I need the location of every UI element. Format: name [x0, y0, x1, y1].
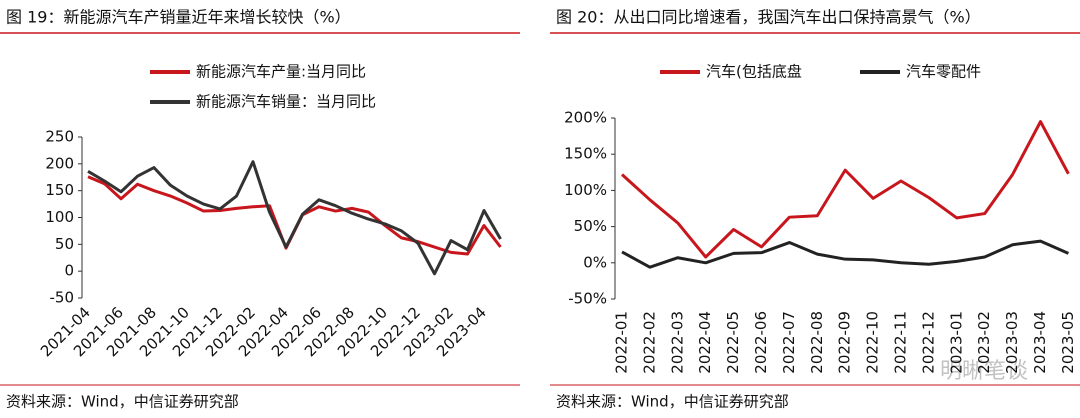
series-line: [620, 120, 1070, 259]
series-line: [87, 175, 502, 256]
x-tick-label: 2023-01: [947, 311, 965, 374]
x-tick-label: 2022-10: [864, 311, 882, 374]
y-tick-label: 200: [45, 154, 74, 172]
x-tick-label: 2022-04: [696, 311, 714, 374]
y-tick-label: 100: [45, 208, 74, 226]
legend-label: 新能源汽车产量:当月同比: [196, 63, 366, 81]
x-tick-label: 2023-03: [1003, 311, 1021, 374]
chart-title: 图 20：从出口同比增速看，我国汽车出口保持高景气（%）: [556, 8, 981, 27]
chart-title: 图 19：新能源汽车产销量近年来增长较快（%）: [6, 8, 351, 27]
series-line: [87, 160, 502, 276]
y-tick-label: 250: [45, 128, 74, 146]
x-tick-label: 2022-06: [752, 311, 770, 374]
y-tick-label: -50: [50, 289, 75, 307]
watermark: 明晰笔谈: [940, 359, 1028, 384]
x-tick-label: 2022-02: [640, 311, 658, 374]
legend-label: 汽车零配件: [906, 63, 981, 81]
x-tick-label: 2022-03: [668, 311, 686, 374]
x-tick-label: 2022-05: [724, 311, 742, 374]
y-tick-label: 50%: [574, 217, 607, 235]
y-tick-label: -50%: [568, 290, 607, 308]
y-tick-label: 200%: [564, 109, 607, 127]
source: 资料来源：Wind，中信证券研究部: [6, 393, 239, 411]
legend-label: 新能源汽车销量：当月同比: [196, 93, 376, 111]
x-tick-label: 2022-09: [836, 311, 854, 374]
series-line: [621, 239, 1070, 269]
x-tick-label: 2022-01: [613, 311, 631, 374]
y-tick-label: 150: [45, 181, 74, 199]
y-tick-label: 50: [55, 235, 74, 253]
x-tick-label: 2022-08: [808, 311, 826, 374]
x-tick-label: 2022-12: [919, 311, 937, 374]
y-tick-label: 0: [64, 262, 74, 280]
x-tick-label: 2022-07: [780, 311, 798, 374]
y-tick-label: 150%: [564, 145, 607, 163]
x-tick-label: 2022-11: [892, 311, 910, 374]
legend-label: 汽车(包括底盘: [706, 63, 802, 81]
y-tick-label: 0%: [583, 253, 607, 271]
source: 资料来源：Wind，中信证券研究部: [556, 393, 789, 411]
x-tick-label: 2023-05: [1059, 311, 1077, 374]
x-tick-label: 2023-02: [975, 311, 993, 374]
x-tick-label: 2023-04: [1031, 311, 1049, 374]
y-tick-label: 100%: [564, 181, 607, 199]
